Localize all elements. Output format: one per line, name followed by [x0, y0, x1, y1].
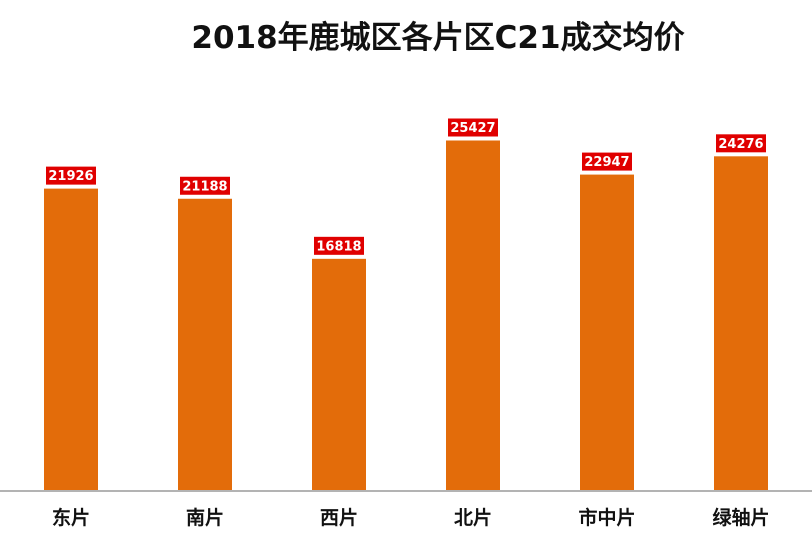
value-label-bg-3	[448, 118, 498, 137]
chart-title: 2018年鹿城区各片区C21成交均价	[191, 20, 684, 56]
bar-0	[44, 188, 98, 490]
value-label-bg-1	[180, 176, 230, 195]
value-label-3: 25427	[450, 121, 495, 136]
category-label-0: 东片	[52, 506, 90, 529]
category-label-5: 绿轴片	[712, 506, 769, 529]
bar-4	[580, 174, 634, 490]
category-label-2: 西片	[320, 506, 358, 529]
bar-1	[178, 198, 232, 491]
value-label-bg-5	[716, 134, 766, 153]
bars-group	[44, 140, 768, 491]
bar-3	[446, 140, 500, 490]
value-label-0: 21926	[48, 169, 93, 184]
value-label-5: 24276	[718, 137, 763, 152]
value-label-bg-4	[582, 152, 632, 171]
value-labels-group: 21926 21188 16818 25427 22947 24276	[46, 118, 766, 255]
value-label-bg-0	[46, 166, 96, 185]
bar-2	[312, 258, 366, 490]
category-labels-group: 东片 南片 西片 北片 市中片 绿轴片	[52, 506, 770, 529]
category-label-3: 北片	[454, 506, 492, 529]
value-label-2: 16818	[316, 239, 361, 254]
value-label-bg-2	[314, 236, 364, 255]
bar-5	[714, 156, 768, 490]
value-label-4: 22947	[584, 155, 629, 170]
category-label-1: 南片	[186, 506, 224, 529]
category-label-4: 市中片	[578, 506, 635, 529]
value-label-1: 21188	[182, 179, 227, 194]
